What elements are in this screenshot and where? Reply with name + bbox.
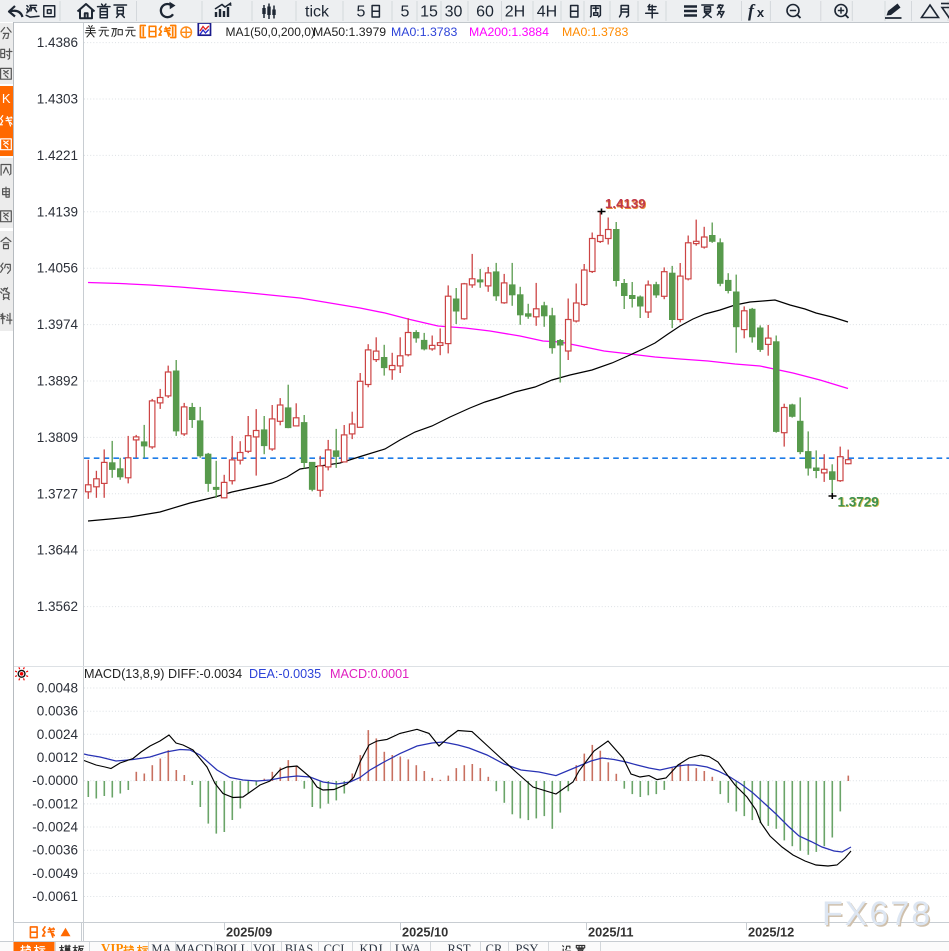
svg-text:4H: 4H	[537, 4, 557, 21]
svg-text:1.4139: 1.4139	[37, 204, 78, 219]
svg-text:2025/11: 2025/11	[588, 925, 634, 940]
svg-text:BOLL: BOLL	[216, 942, 249, 951]
svg-text:DEA:-0.0035: DEA:-0.0035	[249, 667, 321, 681]
svg-text:MA200:1.3884: MA200:1.3884	[469, 25, 549, 39]
svg-text:1.4221: 1.4221	[37, 148, 78, 163]
svg-text:1.4139: 1.4139	[606, 197, 647, 212]
svg-text:MA0:1.3783: MA0:1.3783	[562, 25, 628, 39]
svg-text:2H: 2H	[505, 4, 525, 21]
svg-text:1.3562: 1.3562	[37, 599, 78, 614]
svg-text:1.3809: 1.3809	[37, 430, 78, 445]
svg-text:FX678: FX678	[824, 897, 934, 935]
svg-text:RST: RST	[448, 942, 471, 951]
svg-text:PSY: PSY	[516, 942, 539, 951]
svg-text:VIP: VIP	[101, 941, 123, 951]
svg-text:1.4386: 1.4386	[37, 35, 78, 50]
svg-text:K: K	[2, 91, 11, 106]
svg-text:0.0036: 0.0036	[37, 704, 78, 719]
svg-text:1.3974: 1.3974	[37, 317, 79, 332]
svg-text:MACD:0.0001: MACD:0.0001	[330, 667, 409, 681]
svg-text:1.4303: 1.4303	[37, 92, 78, 107]
svg-text:-0.0061: -0.0061	[32, 889, 78, 904]
svg-text:VOL: VOL	[253, 942, 279, 951]
svg-text:5: 5	[357, 4, 366, 21]
svg-text:MA0:1.3783: MA0:1.3783	[391, 25, 457, 39]
svg-text:KDJ: KDJ	[360, 942, 383, 951]
svg-text:1.3727: 1.3727	[37, 486, 78, 501]
svg-text:2025/12: 2025/12	[748, 925, 794, 940]
svg-text:MACD(13,8,9) DIFF:-0.0034: MACD(13,8,9) DIFF:-0.0034	[84, 667, 242, 681]
svg-text:-0.0012: -0.0012	[32, 796, 78, 811]
svg-text:FX678: FX678	[822, 895, 932, 933]
svg-text:1.3892: 1.3892	[37, 374, 78, 389]
svg-text:1.4056: 1.4056	[37, 261, 78, 276]
svg-text:CCI: CCI	[324, 942, 345, 951]
svg-text:0.0024: 0.0024	[37, 727, 79, 742]
svg-text:MA50:1.3979: MA50:1.3979	[313, 25, 386, 39]
svg-text:30: 30	[445, 4, 463, 21]
svg-text:CR: CR	[486, 942, 503, 951]
svg-text:BIAS: BIAS	[285, 942, 314, 951]
svg-text:15: 15	[420, 4, 438, 21]
svg-text:-0.0024: -0.0024	[32, 820, 78, 835]
svg-text:0.0048: 0.0048	[37, 681, 78, 696]
svg-text:tick: tick	[305, 4, 330, 21]
svg-text:2025/09: 2025/09	[226, 925, 272, 940]
svg-text:x: x	[757, 5, 765, 20]
svg-text:MA: MA	[151, 942, 171, 951]
svg-text:60: 60	[476, 4, 494, 21]
svg-text:LWA: LWA	[395, 942, 421, 951]
svg-text:1.3729: 1.3729	[839, 495, 880, 510]
svg-text:MACD: MACD	[175, 942, 213, 951]
svg-text:0.0012: 0.0012	[37, 750, 78, 765]
svg-text:-0.0000: -0.0000	[32, 773, 78, 788]
svg-text:1.3729: 1.3729	[838, 494, 879, 509]
svg-text:-0.0049: -0.0049	[32, 866, 78, 881]
svg-text:2025/10: 2025/10	[402, 925, 448, 940]
svg-text:1.4139: 1.4139	[605, 196, 646, 211]
svg-text:f: f	[748, 1, 756, 21]
svg-text:1.3644: 1.3644	[37, 543, 79, 558]
svg-text:MA1(50,0,200,0): MA1(50,0,200,0)	[226, 25, 315, 39]
svg-text:5: 5	[401, 4, 410, 21]
svg-text:-0.0036: -0.0036	[32, 843, 78, 858]
